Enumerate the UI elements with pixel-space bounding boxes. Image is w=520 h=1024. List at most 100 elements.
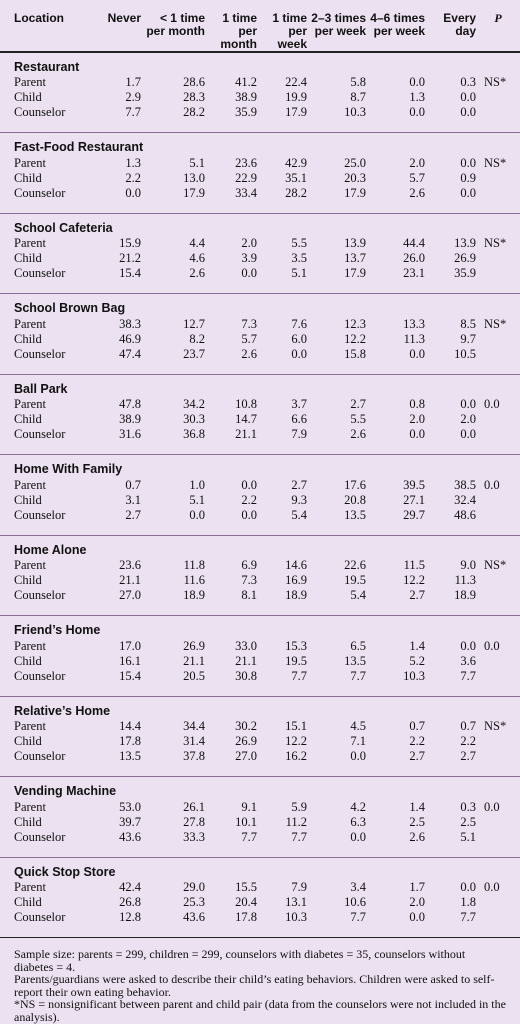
p-value-cell [480,669,520,696]
percentage-cell: 5.4 [291,507,307,522]
percentage-cell: 17.8 [119,734,141,748]
percentage-cell: 1.8 [460,895,476,909]
percentage-cell: 7.7 [291,829,307,844]
respondent-label: Parent [14,799,46,814]
percentage-cell: 21.1 [235,427,257,441]
percentage-cell: 35.9 [454,266,476,280]
percentage-cell: 10.1 [235,814,257,829]
respondent-label: Counselor [14,346,66,361]
p-value-cell [480,186,520,213]
table-row: Counselor 47.4 23.7 2.6 0.0 15.8 0.0 10.5 [0,347,520,374]
percentage-cell: 10.5 [454,346,476,361]
percentage-cell: 11.3 [454,573,476,587]
respondent-label: Parent [14,558,46,572]
percentage-cell: 15.5 [235,880,257,894]
respondent-label: Counselor [14,588,66,602]
percentage-cell: 0.0 [350,749,366,763]
percentage-cell: 16.2 [285,749,307,763]
eating-location-frequency-table: Location Never < 1 time per month 1 time… [0,0,520,938]
table-row: Child 3.1 5.1 2.2 9.3 20.8 27.1 32.4 [0,493,520,508]
p-value-cell [480,90,520,105]
table-row: Counselor 13.5 37.8 27.0 16.2 0.0 2.7 2.7 [0,749,520,776]
table-row: Parent 23.6 11.8 6.9 14.6 22.6 11.5 9.0 NS* [0,558,520,573]
percentage-cell: 2.2 [409,734,425,748]
percentage-cell: 0.0 [460,880,476,894]
percentage-cell: 9.3 [291,492,307,507]
percentage-cell: 26.0 [403,251,425,265]
p-value-cell [480,815,520,830]
percentage-cell: 11.2 [285,814,307,829]
p-value-cell: NS* [484,155,507,170]
table-row: Parent 15.9 4.4 2.0 5.5 13.9 44.4 13.9 NS* [0,236,520,251]
p-value-cell [480,347,520,374]
percentage-cell: 8.5 [460,316,476,331]
p-value-cell [480,412,520,427]
percentage-cell: 5.5 [350,412,366,426]
table-body: Restaurant Parent 1.7 28.6 41.2 22.4 5.8 0.0 0.3… [0,52,520,938]
percentage-cell: 11.8 [183,558,205,572]
p-value-cell [480,573,520,588]
percentage-cell: 7.7 [291,668,307,683]
percentage-cell: 10.6 [344,895,366,909]
percentage-cell: 10.8 [235,397,257,411]
percentage-cell: 5.8 [350,75,366,89]
percentage-cell: 53.0 [119,799,141,814]
percentage-cell: 5.5 [291,236,307,250]
percentage-cell: 26.9 [454,251,476,265]
group-divider [0,534,520,536]
percentage-cell: 13.9 [454,236,476,250]
percentage-cell: 15.8 [344,346,366,361]
percentage-cell: 5.4 [350,588,366,602]
table-row: Counselor 7.7 28.2 35.9 17.9 10.3 0.0 0.0 [0,105,520,132]
column-header-monthly: 1 time per month [220,11,257,51]
percentage-cell: 2.7 [291,477,307,492]
percentage-cell: 7.9 [291,880,307,894]
group-divider [0,454,520,455]
percentage-cell: 13.0 [183,170,205,185]
percentage-cell: 7.3 [241,316,257,331]
percentage-cell: 32.4 [454,492,476,507]
respondent-label: Child [14,895,42,909]
percentage-cell: 4.2 [350,799,366,814]
percentage-cell: 17.9 [344,185,366,200]
percentage-cell: 13.5 [344,653,366,668]
percentage-cell: 2.0 [241,236,257,250]
table-row: Counselor 27.0 18.9 8.1 18.9 5.4 2.7 18.9 [0,588,520,615]
percentage-cell: 31.6 [119,427,141,441]
percentage-cell: 12.2 [285,734,307,748]
percentage-cell: 26.9 [235,734,257,748]
percentage-cell: 13.1 [285,895,307,909]
percentage-cell: 21.2 [119,251,141,265]
percentage-cell: 5.7 [241,331,257,346]
percentage-cell: 21.1 [235,653,257,668]
p-value-cell [480,734,520,749]
percentage-cell: 9.7 [460,331,476,346]
p-value-cell: 0.0 [484,638,500,653]
percentage-cell: 3.4 [350,880,366,894]
location-name: Restaurant [14,60,80,74]
divider-line [0,615,520,616]
percentage-cell: 2.0 [460,412,476,426]
table-row: Parent 1.3 5.1 23.6 42.9 25.0 2.0 0.0 NS* [0,156,520,171]
location-name: Quick Stop Store [14,864,116,879]
respondent-label: Child [14,734,42,748]
respondent-label: Counselor [14,105,66,119]
percentage-cell: 1.3 [125,155,141,170]
location-group-header: Friend’s Home [0,616,520,639]
percentage-cell: 42.9 [285,155,307,170]
percentage-cell: 6.5 [350,638,366,653]
percentage-cell: 13.9 [344,236,366,250]
percentage-cell: 39.7 [119,814,141,829]
percentage-cell: 7.9 [291,427,307,441]
percentage-cell: 27.1 [403,492,425,507]
percentage-cell: 6.9 [241,558,257,572]
percentage-cell: 35.9 [235,105,257,119]
percentage-cell: 43.6 [119,829,141,844]
table-row: Child 21.1 11.6 7.3 16.9 19.5 12.2 11.3 [0,573,520,588]
table-header-row: Location Never < 1 time per month 1 time… [0,0,520,52]
percentage-cell: 21.1 [119,573,141,587]
respondent-label: Parent [14,75,46,89]
respondent-label: Child [14,331,42,346]
percentage-cell: 5.1 [291,266,307,280]
divider-line [0,454,520,455]
